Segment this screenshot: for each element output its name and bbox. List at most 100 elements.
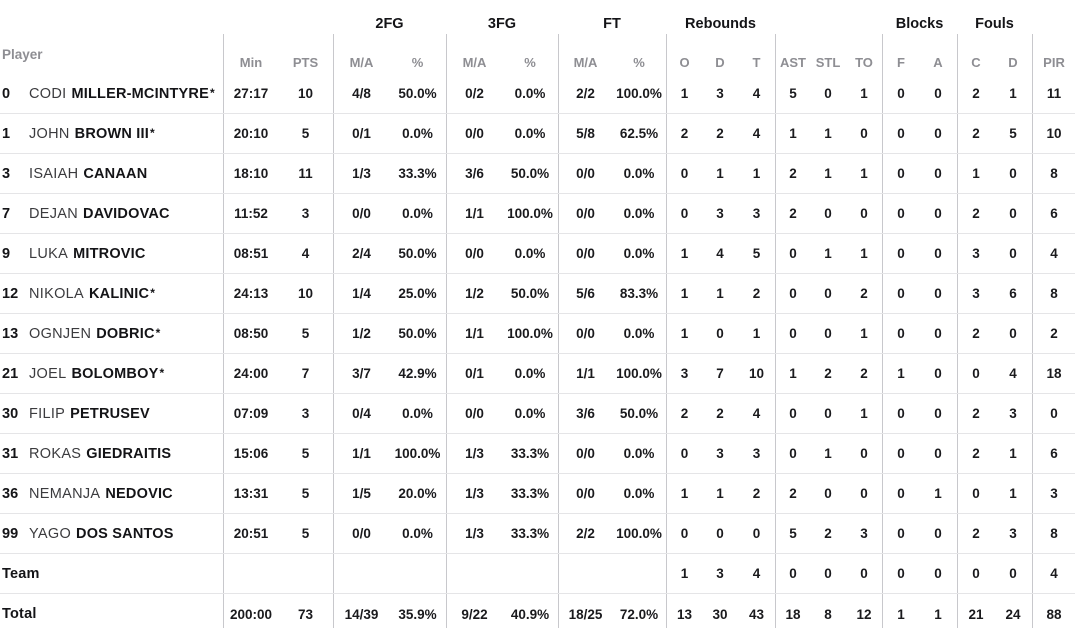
group-minpts-spacer xyxy=(223,0,333,34)
starter-mark: * xyxy=(150,285,155,300)
block-a-cell: 0 xyxy=(934,566,942,581)
reb-o-cell: 2 xyxy=(666,394,702,433)
player-cell: 13 OGNJEN DOBRIC * xyxy=(0,314,223,353)
player-first-name: ROKAS xyxy=(29,445,82,462)
ast-cell: 0 xyxy=(775,314,810,353)
reb-d-cell: 1 xyxy=(716,286,724,301)
ft-pct-cell: 62.5% xyxy=(619,126,659,141)
player-last-name: DOBRIC xyxy=(96,325,155,342)
to-cell: 12 xyxy=(856,606,872,622)
block-a-cell: 0 xyxy=(934,206,942,221)
block-a-cell: 0 xyxy=(934,446,942,461)
reb-t-cell: 1 xyxy=(752,326,761,341)
stl-cell: 2 xyxy=(824,366,832,381)
group-ft-label: FT xyxy=(603,16,621,32)
player-first-name: OGNJEN xyxy=(29,325,92,342)
ft-ma-cell: 0/0 xyxy=(558,314,612,353)
min-cell: 13:31 xyxy=(223,474,278,513)
block-a-cell: 1 xyxy=(934,606,942,622)
foul-c-cell: 2 xyxy=(957,514,994,553)
block-a-cell: 0 xyxy=(934,526,942,541)
group-header-row: 2FG 3FG FT Rebounds Blocks Fouls xyxy=(0,0,1075,34)
col-2fg-pct: % xyxy=(411,55,424,70)
player-cell: 12 NIKOLA KALINIC * xyxy=(0,274,223,313)
player-row: 36 NEMANJA NEDOVIC 13:31 5 1/5 20.0% 1/3… xyxy=(0,474,1075,514)
foul-c-cell: 2 xyxy=(957,194,994,233)
3fg-pct-cell: 33.3% xyxy=(510,486,550,501)
block-f-cell: 0 xyxy=(882,514,919,553)
ast-cell: 2 xyxy=(775,194,810,233)
stl-cell: 0 xyxy=(824,406,832,421)
col-pts: PTS xyxy=(292,55,319,70)
player-cell: 7 DEJAN DAVIDOVAC xyxy=(0,194,223,233)
col-block-f: F xyxy=(882,34,919,74)
pir-cell: 8 xyxy=(1032,274,1075,313)
starter-mark: * xyxy=(209,85,215,100)
reb-t-cell: 4 xyxy=(752,126,761,141)
pir-cell: 6 xyxy=(1032,434,1075,473)
jersey-number: 99 xyxy=(2,525,19,542)
reb-d-cell: 1 xyxy=(716,166,724,181)
to-cell: 0 xyxy=(860,126,868,141)
reb-o-cell: 1 xyxy=(666,314,702,353)
block-a-cell: 0 xyxy=(934,86,942,101)
3fg-pct-cell: 100.0% xyxy=(507,326,553,341)
reb-t-cell: 3 xyxy=(752,206,761,221)
player-first-name: CODI xyxy=(29,85,67,102)
min-cell: 200:00 xyxy=(223,594,278,628)
foul-c-cell: 2 xyxy=(957,394,994,433)
player-first-name: FILIP xyxy=(29,405,66,422)
stl-cell: 1 xyxy=(824,246,832,261)
min-cell xyxy=(223,554,278,593)
foul-c-cell: 21 xyxy=(957,594,994,628)
jersey-number: 1 xyxy=(2,125,11,142)
jersey-number: 30 xyxy=(2,405,19,422)
reb-d-cell: 0 xyxy=(716,326,724,341)
pts-cell: 5 xyxy=(301,446,310,461)
2fg-pct-cell: 33.3% xyxy=(398,166,437,181)
player-last-name: GIEDRAITIS xyxy=(86,445,172,462)
pts-cell: 4 xyxy=(301,246,310,261)
player-row: 30 FILIP PETRUSEV 07:09 3 0/4 0.0% 0/0 0… xyxy=(0,394,1075,434)
pir-cell: 4 xyxy=(1032,554,1075,593)
foul-c-cell: 3 xyxy=(957,274,994,313)
ft-pct-cell: 0.0% xyxy=(623,446,655,461)
foul-c-cell: 3 xyxy=(957,234,994,273)
reb-o-cell: 1 xyxy=(666,274,702,313)
foul-d-cell: 1 xyxy=(1009,486,1017,501)
player-row: 12 NIKOLA KALINIC * 24:13 10 1/4 25.0% 1… xyxy=(0,274,1075,314)
pir-cell: 3 xyxy=(1032,474,1075,513)
player-row: 0 CODI MILLER-MCINTYRE * 27:17 10 4/8 50… xyxy=(0,74,1075,114)
pts-cell: 5 xyxy=(301,126,310,141)
player-last-name: PETRUSEV xyxy=(70,405,150,422)
2fg-pct-cell: 50.0% xyxy=(398,246,437,261)
block-a-cell: 0 xyxy=(934,166,942,181)
min-cell: 27:17 xyxy=(223,74,278,113)
to-cell: 0 xyxy=(860,446,868,461)
stl-cell: 1 xyxy=(824,126,832,141)
2fg-pct-cell: 100.0% xyxy=(394,446,441,461)
total-row: Total 200:00 73 14/39 35.9% 9/22 40.9% 1… xyxy=(0,594,1075,628)
reb-t-cell: 5 xyxy=(752,246,761,261)
ft-pct-cell: 100.0% xyxy=(616,526,662,541)
3fg-ma-cell: 1/1 xyxy=(446,314,502,353)
ast-cell: 0 xyxy=(775,554,810,593)
pts-cell xyxy=(278,554,333,593)
reb-d-cell: 4 xyxy=(716,246,724,261)
player-first-name: ISAIAH xyxy=(29,165,79,182)
pir-cell: 8 xyxy=(1032,514,1075,553)
foul-c-cell: 2 xyxy=(957,74,994,113)
pir-cell: 2 xyxy=(1032,314,1075,353)
pir-cell: 0 xyxy=(1032,394,1075,433)
jersey-number: 9 xyxy=(2,245,11,262)
ft-pct-cell xyxy=(612,554,666,593)
foul-d-cell: 5 xyxy=(1009,126,1017,141)
block-f-cell: 0 xyxy=(882,554,919,593)
foul-d-cell: 0 xyxy=(1009,166,1017,181)
team-row: Team 1 3 4 0 0 0 0 0 0 0 4 xyxy=(0,554,1075,594)
pir-cell: 4 xyxy=(1032,234,1075,273)
to-cell: 0 xyxy=(860,486,868,501)
block-a-cell: 1 xyxy=(934,486,942,501)
block-f-cell: 0 xyxy=(882,434,919,473)
foul-c-cell: 0 xyxy=(957,354,994,393)
